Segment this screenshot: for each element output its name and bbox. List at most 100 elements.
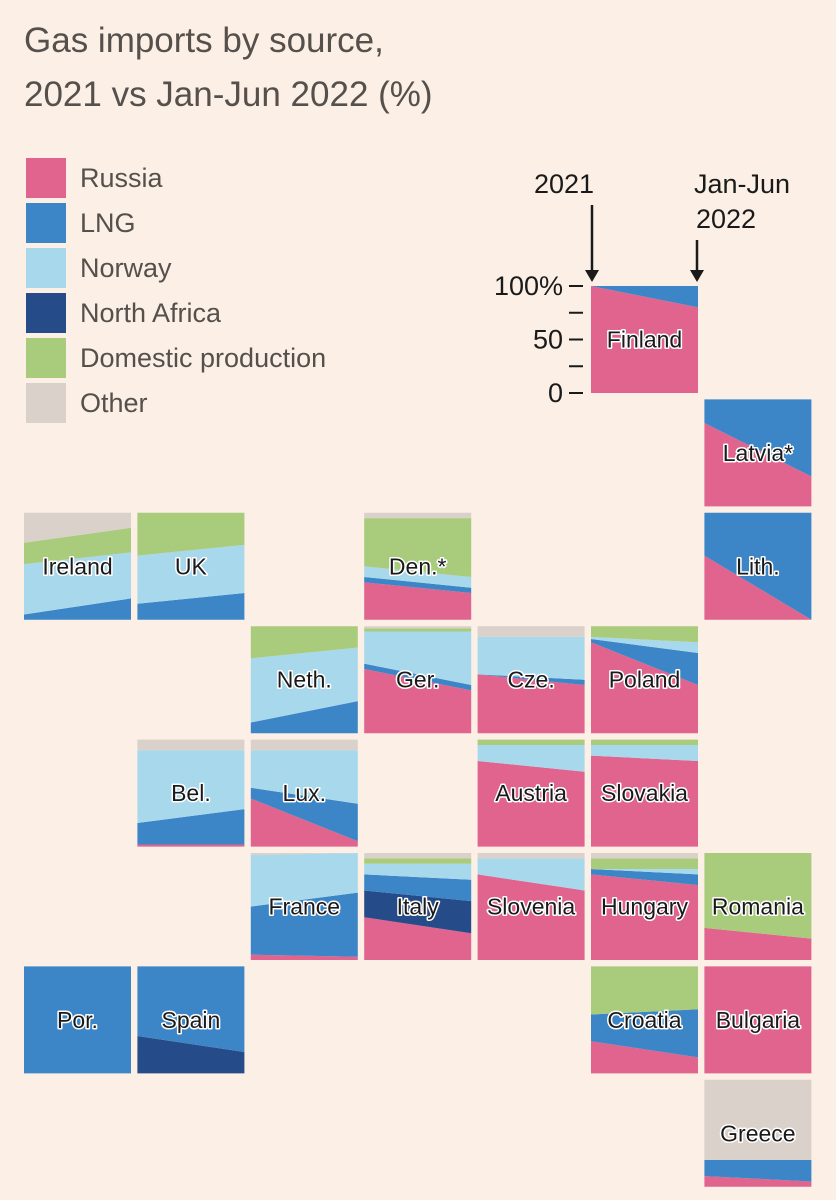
tile-label-hungary: Hungary [601,894,688,920]
tile-finland: Finland [591,286,698,393]
tile-ger: Ger. [364,626,472,734]
tile-bulgaria: Bulgaria [704,966,812,1074]
legend-label-north-africa: North Africa [80,298,222,328]
area-lux-norway [250,750,358,804]
tile-label-spain: Spain [161,1007,220,1033]
tile-spain: Spain [137,966,245,1074]
legend-label-russia: Russia [80,163,163,193]
tile-poland: Poland [591,626,698,734]
area-lux-russia [250,798,358,847]
tile-label-latvia: Latvia* [723,440,793,466]
area-romania-domestic-production [704,853,812,939]
tile-label-bulgaria: Bulgaria [716,1007,801,1033]
area-poland-norway [591,636,698,653]
legend-swatch-lng [26,203,66,243]
area-austria-domestic-production [477,739,585,745]
arrow-2021-head-icon [585,270,599,282]
area-bel-other [137,739,245,751]
area-neth-lng [250,701,358,734]
area-slovenia-russia [477,874,585,960]
tile-label-neth: Neth. [277,667,332,693]
area-italy-russia [364,917,472,960]
legend-swatch-domestic-production [26,338,66,378]
tile-lith: Lith. [704,512,812,620]
area-greece-russia [704,1176,812,1187]
tile-label-croatia: Croatia [607,1007,681,1033]
area-uk-domestic-production [137,512,245,556]
tile-label-italy: Italy [397,894,440,920]
area-italy-north-africa [364,890,472,934]
tile-label-por: Por. [57,1007,98,1033]
tile-austria: Austria [477,739,585,847]
area-france-russia [250,954,358,960]
tile-ireland: Ireland [24,512,131,620]
area-finland-russia [591,286,698,393]
area-greece-lng [704,1160,812,1182]
area-lux-other [250,739,358,751]
tile-slovakia: Slovakia [591,739,698,847]
area-hungary-lng [591,869,698,886]
tile-bel: Bel. [137,739,245,847]
area-bel-norway [137,750,245,824]
key-label-2022: 2022 [696,204,756,234]
area-lux-lng [250,787,358,842]
area-neth-domestic-production [250,626,358,659]
legend-swatch-norway [26,248,66,288]
area-lith-russia [704,555,812,620]
area-uk-lng [137,593,245,620]
tile-slovenia: Slovenia [477,853,585,960]
tile-label-lux: Lux. [283,780,326,806]
legend-label-domestic-production: Domestic production [80,343,327,373]
area-den-lng [364,577,472,594]
axis-tick-label-0: 0 [548,378,563,408]
title-line-2: 2021 vs Jan-Jun 2022 (%) [24,75,433,114]
tiles: Finland Latvia* Ireland UK Den.* Lith. Neth. Ge… [24,286,812,1187]
title-line-1: Gas imports by source, [24,21,384,60]
area-poland-lng [591,639,698,686]
area-slovenia-other [477,853,585,859]
area-cze-russia [477,674,585,734]
tile-label-ger: Ger. [396,667,439,693]
tile-label-austria: Austria [495,780,567,806]
area-lith-lng [704,512,812,620]
area-hungary-russia [591,874,698,960]
area-romania-russia [704,927,812,960]
legend-swatch-russia [26,158,66,198]
axis-ticks: 100% 50 0 [494,271,583,408]
area-ger-other [364,626,472,629]
area-ger-lng [364,663,472,691]
area-france-other [250,853,358,856]
area-cze-norway [477,636,585,680]
area-poland-russia [591,642,698,734]
area-hungary-other [591,853,698,859]
area-austria-russia [477,761,585,847]
area-den-domestic-production [364,518,472,577]
area-slovakia-domestic-production [591,739,698,745]
tile-por: Por. [24,966,131,1074]
key-label-jan-jun: Jan-Jun [694,169,790,199]
legend-label-lng: LNG [80,208,136,238]
area-hungary-domestic-production [591,858,698,870]
tile-croatia: Croatia [591,966,698,1074]
legend-swatch-other [26,383,66,423]
area-bel-russia [137,844,245,847]
tile-label-slovakia: Slovakia [601,780,688,806]
tile-label-finland: Finland [607,327,682,353]
area-france-lng [250,892,358,957]
tile-label-lith: Lith. [736,553,779,579]
area-slovakia-russia [591,755,698,847]
area-croatia-russia [591,1041,698,1074]
area-ger-russia [364,669,472,734]
area-greece-other [704,1079,812,1161]
tile-label-slovenia: Slovenia [487,894,575,920]
area-austria-norway [477,744,585,772]
legend-swatch-north-africa [26,293,66,333]
area-spain-lng [137,966,245,1052]
tile-label-ireland: Ireland [42,553,112,579]
tile-hungary: Hungary [591,853,698,960]
area-poland-domestic-production [591,626,698,643]
area-slovakia-norway [591,744,698,761]
area-italy-lng [364,874,472,902]
area-finland-lng [591,286,698,308]
